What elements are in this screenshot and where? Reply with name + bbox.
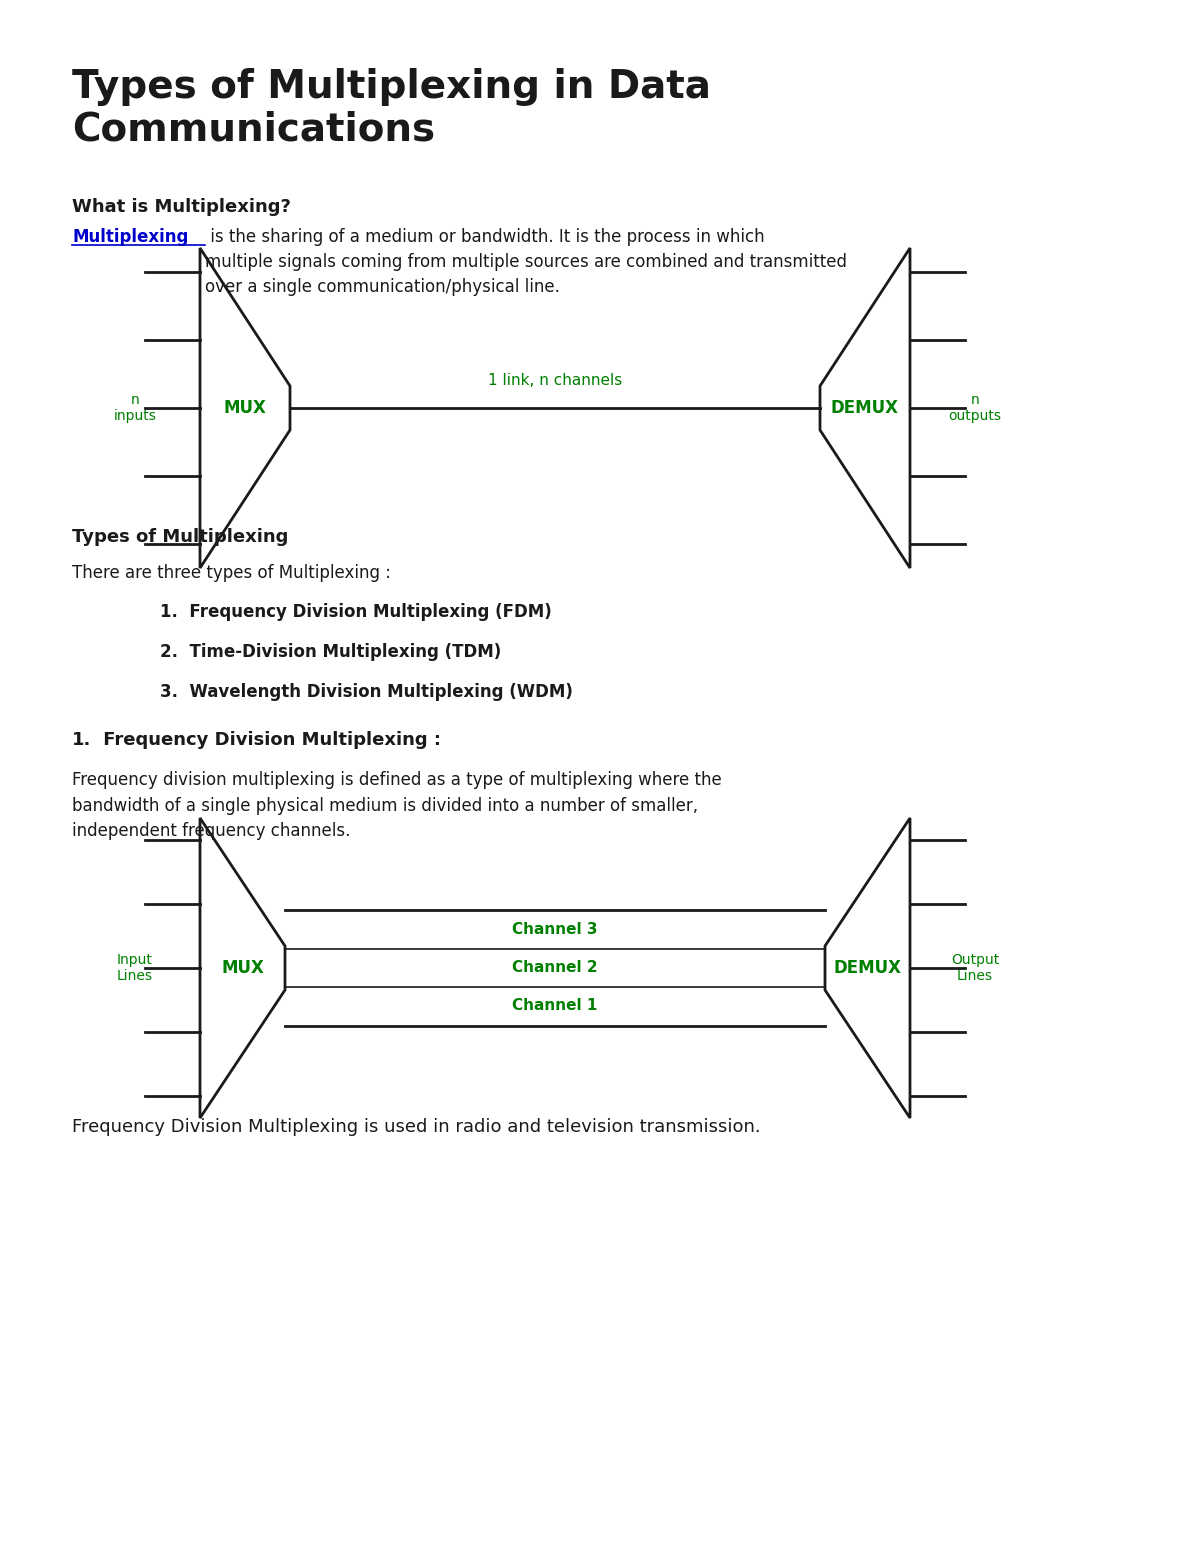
Text: DEMUX: DEMUX [834,960,901,977]
Text: Frequency division multiplexing is defined as a type of multiplexing where the
b: Frequency division multiplexing is defin… [72,770,721,840]
Text: Channel 3: Channel 3 [512,922,598,938]
Text: MUX: MUX [223,399,266,418]
Text: n
outputs: n outputs [948,393,1002,422]
Text: n
inputs: n inputs [114,393,156,422]
Text: is the sharing of a medium or bandwidth. It is the process in which
multiple sig: is the sharing of a medium or bandwidth.… [205,228,847,297]
Text: Output
Lines: Output Lines [950,954,1000,983]
Text: Types of Multiplexing in Data
Communications: Types of Multiplexing in Data Communicat… [72,68,710,149]
Text: Channel 1: Channel 1 [512,999,598,1014]
Text: DEMUX: DEMUX [830,399,899,418]
Text: Input
Lines: Input Lines [118,954,154,983]
Text: Multiplexing: Multiplexing [72,228,188,245]
Text: MUX: MUX [221,960,264,977]
Text: Channel 2: Channel 2 [512,960,598,975]
Text: 1 link, n channels: 1 link, n channels [488,373,622,388]
Text: 3.  Wavelength Division Multiplexing (WDM): 3. Wavelength Division Multiplexing (WDM… [160,683,572,700]
Text: 1.: 1. [72,731,91,749]
Text: There are three types of Multiplexing :: There are three types of Multiplexing : [72,564,391,582]
Text: 1.  Frequency Division Multiplexing (FDM): 1. Frequency Division Multiplexing (FDM) [160,603,552,621]
Text: What is Multiplexing?: What is Multiplexing? [72,197,290,216]
Text: Frequency Division Multiplexing :: Frequency Division Multiplexing : [97,731,442,749]
Text: Frequency Division Multiplexing is used in radio and television transmission.: Frequency Division Multiplexing is used … [72,1118,761,1135]
Text: 2.  Time-Division Multiplexing (TDM): 2. Time-Division Multiplexing (TDM) [160,643,502,662]
Text: Types of Multiplexing: Types of Multiplexing [72,528,288,547]
